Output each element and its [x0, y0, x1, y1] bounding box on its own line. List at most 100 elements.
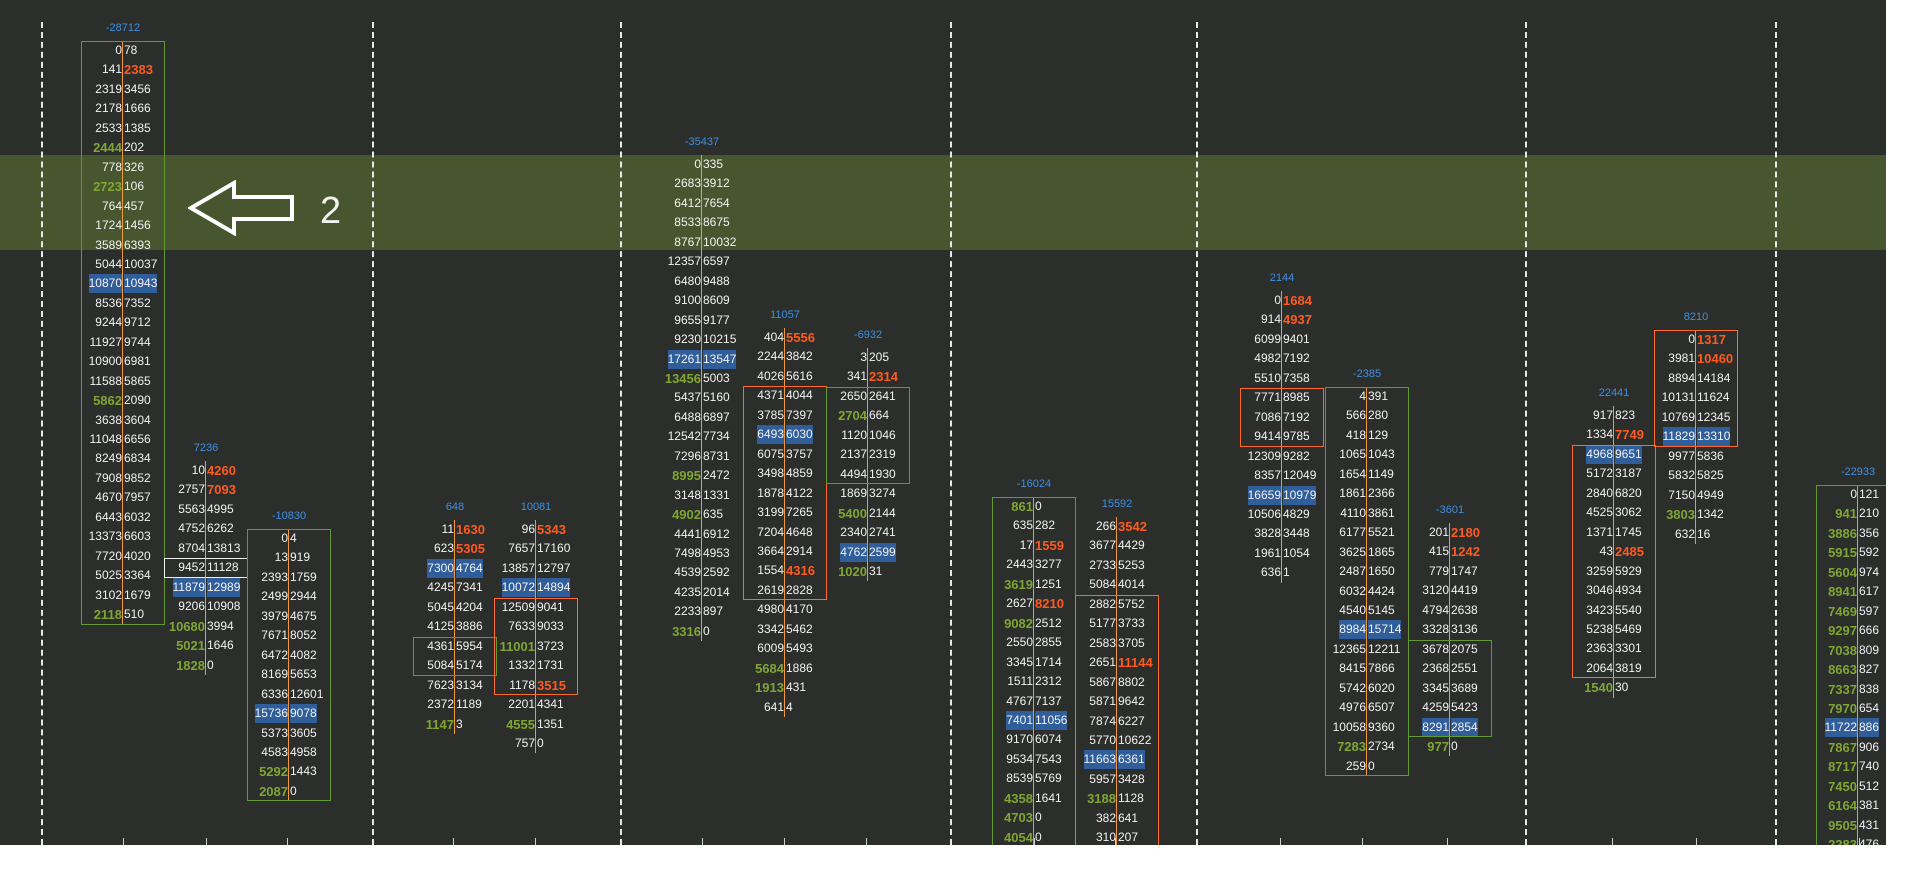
ask-volume: 457	[124, 198, 145, 213]
ask-volume: 7397	[786, 407, 813, 422]
cluster-separator	[1613, 406, 1614, 698]
bid-volume: 9230	[674, 332, 701, 347]
price-level-row: 3345 3689	[1408, 679, 1492, 698]
ask-volume: 6656	[124, 432, 151, 446]
price-level-row: 4762 2599	[826, 542, 910, 562]
bid-volume: 5510	[1254, 370, 1281, 385]
price-level-row: 0 1317	[1654, 330, 1738, 349]
x-axis-tick	[535, 838, 536, 845]
bid-volume: 404	[763, 330, 784, 344]
price-level-row: 10680 3994	[164, 617, 248, 636]
price-level-row: 7671 8052	[247, 626, 331, 645]
price-level-row: 2704 664	[826, 406, 910, 425]
price-level-row: 5867 8802	[1075, 673, 1159, 692]
price-level-row: 641 4	[743, 698, 827, 717]
bid-volume: 12509	[501, 599, 535, 614]
bid-volume: 8291	[1422, 717, 1449, 737]
ask-volume: 2075	[1451, 641, 1478, 656]
ask-volume: 210	[1859, 506, 1880, 521]
imbalance-box	[826, 386, 910, 485]
price-level-row: 9655 9177	[660, 311, 744, 330]
price-level-row: 17261 13547	[660, 349, 744, 369]
ask-volume: 7137	[1035, 693, 1062, 708]
bid-volume: 8536	[95, 295, 122, 310]
bid-volume: 3120	[1422, 583, 1449, 598]
price-level-row: 779 1747	[1408, 562, 1492, 581]
imbalance-box	[1075, 594, 1159, 845]
bid-volume: 266	[1095, 519, 1116, 533]
price-level-row: 4054 0	[992, 828, 1076, 845]
price-level-row: 2733 5253	[1075, 556, 1159, 575]
ask-volume: 4949	[1697, 487, 1724, 502]
price-level-row: 1913 431	[743, 678, 827, 697]
price-level-row: 2201 4341	[494, 695, 578, 714]
price-level-row: 7633 9033	[494, 617, 578, 636]
ask-volume: 7192	[1283, 409, 1310, 424]
bid-volume: 3199	[757, 505, 784, 520]
bid-volume: 6009	[757, 641, 784, 656]
ask-volume: 4014	[1118, 577, 1145, 592]
price-level-row: 1724 1456	[81, 216, 165, 235]
price-level-row: 5684 1886	[743, 659, 827, 678]
ask-volume: 0	[1035, 829, 1042, 844]
ask-volume: 3134	[456, 677, 483, 692]
price-level-row: 4703 0	[992, 808, 1076, 827]
price-level-row: 6032 4424	[1325, 582, 1409, 601]
bid-volume: 4259	[1422, 700, 1449, 715]
price-level-row: 3664 2914	[743, 542, 827, 561]
ask-volume: 3723	[537, 638, 564, 653]
ask-volume: 0	[290, 783, 297, 798]
ask-volume: 1443	[290, 764, 317, 779]
ask-volume: 4204	[456, 599, 483, 614]
ask-volume: 641	[1118, 810, 1139, 825]
bid-volume: 9977	[1668, 448, 1695, 463]
ask-volume: 30	[1615, 680, 1629, 695]
price-level-row: 977 0	[1408, 737, 1492, 756]
bid-volume: 7671	[261, 628, 288, 643]
price-level-row: 7908 9852	[81, 469, 165, 488]
bid-volume: 4540	[1339, 602, 1366, 617]
ask-volume: 2314	[869, 369, 898, 385]
bid-volume: 3	[860, 350, 867, 364]
ask-volume: 10032	[703, 234, 737, 249]
bid-volume: 779	[1428, 563, 1449, 578]
ask-volume: 4764	[456, 558, 483, 578]
bid-volume: 3259	[1586, 563, 1613, 578]
bid-volume: 1554	[757, 563, 784, 578]
bid-volume: 3828	[1254, 526, 1281, 541]
price-level-row: 1332 1731	[494, 656, 578, 675]
ask-volume: 635	[703, 507, 724, 522]
bid-volume: 12357	[667, 254, 701, 269]
price-level-row: 4110 3861	[1325, 504, 1409, 523]
ask-volume: 8210	[1035, 596, 1064, 612]
ask-volume: 16	[1697, 526, 1711, 541]
price-level-row: 341 2314	[826, 367, 910, 386]
bid-volume: 7874	[1089, 713, 1116, 728]
bid-volume: 1371	[1586, 524, 1613, 539]
price-level-row: 10072 14894	[494, 578, 578, 598]
bid-volume: 4361	[427, 638, 454, 653]
bid-volume: 7086	[1254, 409, 1281, 424]
bid-volume: 8357	[1254, 468, 1281, 483]
bid-volume: 0	[115, 43, 122, 57]
bid-volume: 2137	[840, 447, 867, 462]
bid-volume: 2368	[1422, 661, 1449, 676]
ask-volume: 1342	[1697, 507, 1724, 522]
ask-volume: 1666	[124, 101, 151, 116]
price-level-row: 382 641	[1075, 809, 1159, 828]
bid-volume: 1869	[840, 486, 867, 501]
session-divider	[620, 22, 622, 845]
price-level-row: 1065 1043	[1325, 445, 1409, 464]
ask-volume: 1886	[786, 660, 813, 675]
price-level-row: 2087 0	[247, 782, 331, 801]
bid-volume: 3625	[1339, 544, 1366, 559]
imbalance-box	[413, 636, 497, 676]
price-level-row: 6075 3757	[743, 445, 827, 464]
ask-volume: 280	[1368, 408, 1389, 423]
bid-volume: 7498	[674, 546, 701, 560]
ask-volume: 3819	[1615, 660, 1642, 675]
price-level-row: 9977 5836	[1654, 447, 1738, 466]
ask-volume: 654	[1859, 700, 1880, 715]
price-level-row: 12357 6597	[660, 252, 744, 271]
ask-volume: 3136	[1451, 622, 1478, 637]
